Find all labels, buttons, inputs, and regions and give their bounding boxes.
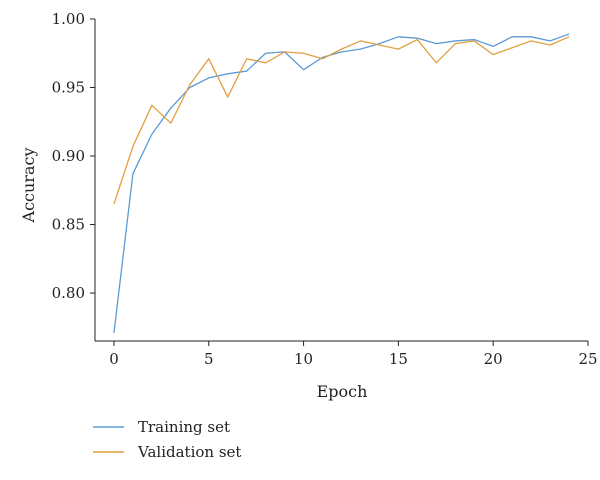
- legend-training-label: Training set: [138, 418, 230, 436]
- validation-set-line: [113, 36, 570, 205]
- y-tick-label: 0.80: [52, 284, 85, 302]
- y-tick-label: 0.95: [52, 79, 85, 97]
- x-tick-label: 5: [204, 350, 214, 368]
- y-axis-title: Accuracy: [19, 148, 38, 224]
- x-tick-label: 25: [578, 350, 597, 368]
- x-axis-title: Epoch: [317, 382, 368, 401]
- series-layer: [113, 33, 570, 333]
- x-tick-label: 20: [484, 350, 503, 368]
- x-tick-label: 0: [109, 350, 119, 368]
- y-tick-label: 0.90: [52, 147, 85, 165]
- x-tick-label: 15: [389, 350, 408, 368]
- y-tick-label: 0.85: [52, 216, 85, 234]
- x-tick-label: 10: [294, 350, 313, 368]
- axes-layer: 0 5 10 15 20 25 0.80 0.85 0.90 0.95 1.00: [52, 10, 598, 368]
- y-tick-label: 1.00: [52, 10, 85, 28]
- training-set-line: [113, 33, 570, 333]
- legend: Training set Validation set: [93, 418, 241, 461]
- legend-validation-label: Validation set: [137, 443, 241, 461]
